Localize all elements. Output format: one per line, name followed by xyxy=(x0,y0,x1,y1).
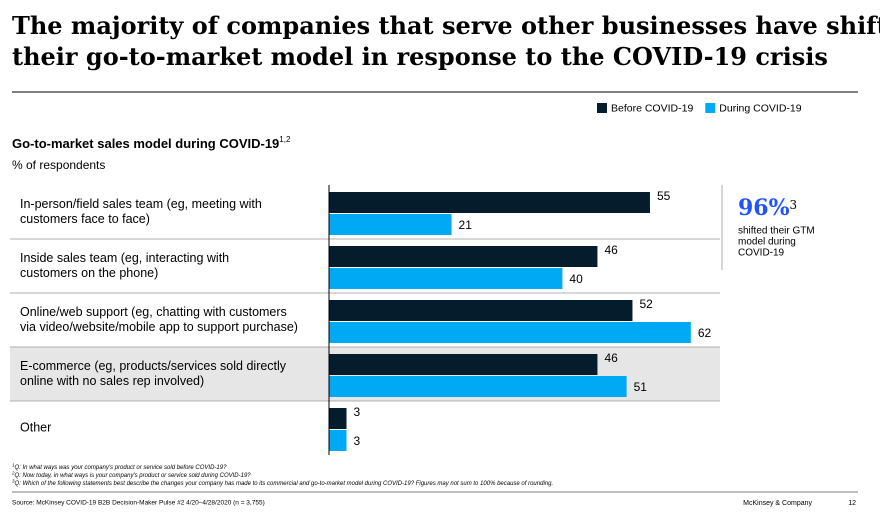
value-label: 21 xyxy=(459,218,473,232)
callout-text: shifted their GTM xyxy=(738,226,815,237)
category-label: In-person/field sales team (eg, meeting … xyxy=(20,197,262,211)
brand: McKinsey & Company xyxy=(743,500,812,507)
bar xyxy=(329,322,691,343)
category-label: customers face to face) xyxy=(20,212,150,226)
category-label: online with no sales rep involved) xyxy=(20,374,204,388)
category-label: Online/web support (eg, chatting with cu… xyxy=(20,305,287,319)
legend-swatch xyxy=(597,103,607,113)
category-label: customers on the phone) xyxy=(20,266,158,280)
callout-text: COVID-19 xyxy=(738,248,785,259)
source: Source: McKinsey COVID-19 B2B Decision-M… xyxy=(12,500,265,507)
value-label: 46 xyxy=(604,351,618,365)
subtitle-text: Go-to-market sales model during COVID-19 xyxy=(12,136,279,151)
value-label: 40 xyxy=(569,272,583,286)
category-label: via video/website/mobile app to support … xyxy=(20,320,298,334)
footnote: 3Q: Which of the following statements be… xyxy=(12,479,553,487)
category-label: Other xyxy=(20,420,51,434)
value-label: 3 xyxy=(354,405,361,419)
bar xyxy=(329,268,563,289)
bar xyxy=(329,354,598,375)
footnote-text: Q: Now today, in what ways is your compa… xyxy=(15,473,252,479)
value-label: 62 xyxy=(698,326,712,340)
footnote-mark: 3 xyxy=(12,479,15,484)
chart-title: The majority of companies that serve oth… xyxy=(12,11,880,40)
category-label: E-commerce (eg, products/services sold d… xyxy=(20,359,287,373)
bar xyxy=(329,408,347,429)
callout-value: 96%3 xyxy=(738,195,797,221)
page-number: 12 xyxy=(848,500,856,507)
callout-label: 96% xyxy=(738,195,790,221)
legend-swatch xyxy=(705,103,716,113)
bar xyxy=(329,300,633,321)
footnote-mark: 1 xyxy=(12,463,15,468)
value-label: 51 xyxy=(634,380,648,394)
value-label: 3 xyxy=(354,434,361,448)
footnote-mark: 2 xyxy=(11,471,15,476)
category-label: Inside sales team (eg, interacting with xyxy=(20,251,229,265)
legend-label: During COVID-19 xyxy=(719,102,801,114)
footnote: 2Q: Now today, in what ways is your comp… xyxy=(11,471,251,479)
bar xyxy=(329,214,452,235)
subtitle: Go-to-market sales model during COVID-19… xyxy=(12,135,291,151)
bar xyxy=(329,246,598,267)
bar xyxy=(329,192,650,213)
footnote: 1Q: In what ways was your company's prod… xyxy=(12,463,227,471)
footnote-text: Q: In what ways was your company's produ… xyxy=(15,465,228,471)
chart-title: their go-to-market model in response to … xyxy=(12,42,828,71)
bar xyxy=(329,376,627,397)
value-label: 55 xyxy=(657,189,671,203)
bar xyxy=(329,430,347,451)
legend-label: Before COVID-19 xyxy=(611,102,693,114)
subtitle-note: 1,2 xyxy=(279,135,291,144)
callout-text: model during xyxy=(738,237,796,248)
value-label: 46 xyxy=(604,243,618,257)
axis-label: % of respondents xyxy=(12,158,105,172)
value-label: 52 xyxy=(639,297,653,311)
footnote-text: Q: Which of the following statements bes… xyxy=(15,481,554,487)
callout-note: 3 xyxy=(790,198,798,212)
